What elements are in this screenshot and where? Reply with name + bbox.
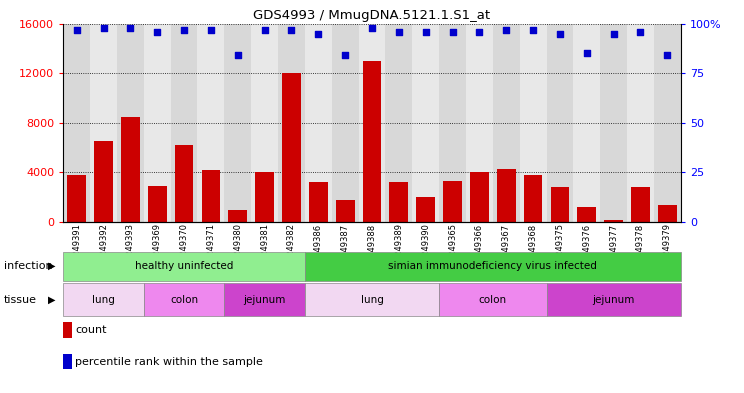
Text: ▶: ▶ <box>48 261 56 271</box>
Bar <box>631 187 650 222</box>
Point <box>259 26 271 33</box>
Bar <box>305 252 681 281</box>
Point <box>581 50 593 57</box>
Bar <box>251 24 278 222</box>
Text: count: count <box>75 325 106 335</box>
Bar <box>197 24 225 222</box>
Point <box>339 52 351 59</box>
Bar <box>519 24 547 222</box>
Bar <box>63 252 305 281</box>
Bar <box>144 24 170 222</box>
Bar <box>417 197 435 222</box>
Point <box>205 26 217 33</box>
Point <box>500 26 512 33</box>
Bar <box>443 181 462 222</box>
Point <box>635 28 647 35</box>
Title: GDS4993 / MmugDNA.5121.1.S1_at: GDS4993 / MmugDNA.5121.1.S1_at <box>254 9 490 22</box>
Bar <box>362 61 382 222</box>
Bar <box>336 200 355 222</box>
Point <box>312 30 324 37</box>
Point <box>661 52 673 59</box>
Bar <box>439 283 547 316</box>
Bar <box>547 283 681 316</box>
Text: jejunum: jejunum <box>592 295 635 305</box>
Text: colon: colon <box>170 295 198 305</box>
Bar <box>470 173 489 222</box>
Point <box>554 30 566 37</box>
Bar <box>332 24 359 222</box>
Text: jejunum: jejunum <box>243 295 286 305</box>
Text: infection: infection <box>4 261 52 271</box>
Point <box>446 28 458 35</box>
Bar <box>574 24 600 222</box>
Bar <box>148 186 167 222</box>
Bar <box>90 24 117 222</box>
Point <box>393 28 405 35</box>
Bar <box>497 169 516 222</box>
Text: lung: lung <box>92 295 115 305</box>
Bar <box>278 24 305 222</box>
Bar <box>94 141 113 222</box>
Bar <box>577 207 596 222</box>
Point <box>124 24 136 31</box>
Text: percentile rank within the sample: percentile rank within the sample <box>75 356 263 367</box>
Bar <box>627 24 654 222</box>
Text: healthy uninfected: healthy uninfected <box>135 261 234 271</box>
Bar <box>412 24 439 222</box>
Point <box>608 30 620 37</box>
Bar <box>309 182 327 222</box>
Text: colon: colon <box>478 295 507 305</box>
Bar <box>389 182 408 222</box>
Bar <box>228 209 247 222</box>
Point <box>97 24 109 31</box>
Bar <box>175 145 193 222</box>
Point <box>232 52 244 59</box>
Bar <box>305 24 332 222</box>
Bar <box>604 220 623 222</box>
Bar <box>439 24 466 222</box>
Bar <box>359 24 385 222</box>
Text: lung: lung <box>361 295 383 305</box>
Bar <box>144 283 225 316</box>
Bar <box>255 173 274 222</box>
Point <box>151 28 163 35</box>
Bar <box>658 205 677 222</box>
Bar <box>654 24 681 222</box>
Bar <box>67 175 86 222</box>
Bar <box>63 24 90 222</box>
Bar <box>385 24 412 222</box>
Bar <box>282 73 301 222</box>
Bar <box>493 24 519 222</box>
Point <box>473 28 485 35</box>
Point <box>366 24 378 31</box>
Bar <box>202 170 220 222</box>
Bar <box>524 175 542 222</box>
Text: ▶: ▶ <box>48 295 56 305</box>
Point <box>420 28 432 35</box>
Bar <box>466 24 493 222</box>
Bar <box>63 283 144 316</box>
Bar <box>170 24 197 222</box>
Bar <box>225 24 251 222</box>
Bar <box>547 24 574 222</box>
Point <box>286 26 298 33</box>
Bar <box>117 24 144 222</box>
Point <box>71 26 83 33</box>
Text: simian immunodeficiency virus infected: simian immunodeficiency virus infected <box>388 261 597 271</box>
Bar <box>121 117 140 222</box>
Bar <box>225 283 305 316</box>
Bar <box>551 187 569 222</box>
Bar <box>600 24 627 222</box>
Point <box>178 26 190 33</box>
Point <box>527 26 539 33</box>
Text: tissue: tissue <box>4 295 36 305</box>
Bar <box>305 283 439 316</box>
